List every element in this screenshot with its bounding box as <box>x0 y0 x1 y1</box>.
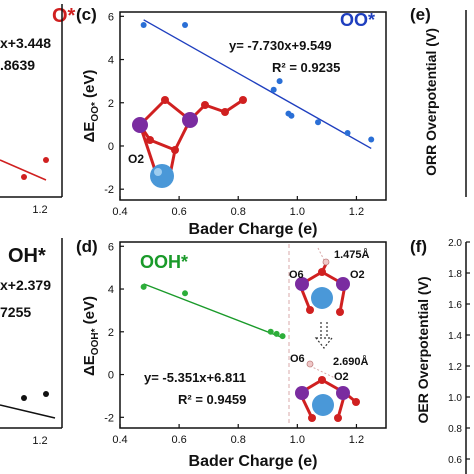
panel-c-fit-line <box>143 19 372 150</box>
panel-d-equation: y= -5.351x+6.811 <box>144 370 246 385</box>
left-top-data-point <box>43 157 49 163</box>
panel-c-y-tick-label: 6 <box>108 11 114 23</box>
panel-c-y-tick-label: 0 <box>108 141 114 153</box>
panel-f-y-tick-label: 1.0 <box>448 393 462 404</box>
panel-d-atom-label: O6 <box>289 269 304 281</box>
left-bottom-r2: 7255 <box>0 304 31 320</box>
left-top-r2: .8639 <box>0 57 35 73</box>
panel-d-y-tick-label: 0 <box>108 370 114 382</box>
panel-d-x-tick-label: 0.4 <box>112 434 127 446</box>
panel-c-marks: 0.4 0.6 0.8 1.0 1.2 -2 0 2 4 6 <box>104 11 375 218</box>
panel-d: (d) 0.4 0.6 0.8 1.0 1.2 -2 0 2 4 6 OOH* y= -5.351… <box>76 237 387 470</box>
left-bottom-data-point <box>21 395 27 401</box>
panel-c-data-point <box>182 21 189 28</box>
panel-f-y-tick-label: 0.8 <box>448 424 462 435</box>
panel-d-y-axis-label: ΔEOOH* (eV) <box>81 296 101 376</box>
panel-c-x-tick-label: 0.8 <box>231 206 246 218</box>
panel-c: (c) O2 0.4 0.6 0.8 1.0 1.2 -2 0 2 4 6 <box>76 5 387 238</box>
panel-d-atom-label: O6 <box>290 353 305 365</box>
left-top-fit-line <box>0 159 47 181</box>
left-bottom-partial-panel: OH* x+2.379 7255 1.2 <box>0 238 63 447</box>
panel-f-letter: (f) <box>410 237 427 256</box>
panel-f-y-tick-label: 0.6 <box>448 455 462 466</box>
panel-c-atom-label: O2 <box>128 152 144 166</box>
panel-c-y-axis-label: ΔEOO* (eV) <box>81 70 101 143</box>
left-bottom-species-label: OH* <box>8 245 46 267</box>
panel-d-data-point <box>182 290 189 297</box>
panel-c-equation: y= -7.730x+9.549 <box>229 38 332 53</box>
panel-c-structure-illustration: O2 <box>128 96 247 188</box>
left-bottom-equation: x+2.379 <box>0 277 51 293</box>
panel-d-upper-structure-illustration: O6 O2 1.475Å <box>289 247 370 316</box>
right-top-partial-panel: (e) ORR Overpotential (V) <box>410 5 467 197</box>
panel-d-plot-frame <box>119 241 387 429</box>
panel-c-x-tick-label: 1.2 <box>349 206 364 218</box>
panel-d-atom-label: O2 <box>334 371 349 383</box>
left-bottom-data-point <box>43 391 49 397</box>
panel-c-letter: (c) <box>76 5 97 24</box>
panel-f-y-tick-label: 2.0 <box>448 238 462 249</box>
panel-c-y-tick-label: 4 <box>108 55 114 67</box>
panel-c-data-point <box>344 130 351 137</box>
left-bottom-tick-label: 1.2 <box>32 435 47 447</box>
panel-c-r2: R² = 0.9235 <box>272 60 340 75</box>
panel-e-y-axis-label: ORR Overpotential (V) <box>423 28 439 176</box>
panel-d-y-tick-label: 6 <box>108 241 114 253</box>
panel-f-y-axis-label: OER Overpotential (V) <box>415 276 431 423</box>
panel-d-data-point <box>273 330 280 337</box>
panel-d-atom-label: O2 <box>350 269 365 281</box>
panel-c-data-point <box>368 136 375 143</box>
panel-f-y-tick-label: 1.4 <box>448 331 462 342</box>
panel-c-x-tick-label: 1.0 <box>290 206 305 218</box>
panel-c-data-point <box>315 119 322 126</box>
panel-f-ticks: 2.0 1.8 1.6 1.4 1.2 1.0 0.8 0.6 <box>448 238 470 466</box>
left-top-data-point <box>21 174 27 180</box>
right-bottom-partial-panel: (f) OER Overpotential (V) 2.0 1.8 1.6 1.4 1.… <box>410 237 470 474</box>
panel-d-x-tick-label: 1.2 <box>349 434 364 446</box>
panel-c-data-point <box>140 21 147 28</box>
panel-d-x-tick-label: 0.6 <box>171 434 186 446</box>
panel-d-y-tick-label: 4 <box>108 284 114 296</box>
panel-c-x-tick-label: 0.6 <box>171 206 186 218</box>
panel-d-data-point <box>279 333 286 340</box>
panel-d-marks: 0.4 0.6 0.8 1.0 1.2 -2 0 2 4 6 <box>104 241 364 446</box>
panel-d-letter: (d) <box>76 237 98 256</box>
left-bottom-fit-line <box>0 404 56 419</box>
panel-f-y-tick-label: 1.2 <box>448 362 462 373</box>
panel-d-y-tick-label: -2 <box>104 412 114 424</box>
left-top-species-label: O* <box>52 5 76 27</box>
panel-d-x-axis-label: Bader Charge (e) <box>189 453 318 470</box>
panel-c-data-point <box>270 86 277 93</box>
left-top-partial-panel: O* x+3.448 .8639 1.2 <box>0 4 76 216</box>
panel-f-y-tick-label: 1.6 <box>448 300 462 311</box>
panel-d-fit-line <box>143 283 283 339</box>
panel-d-species-label: OOH* <box>140 252 188 272</box>
panel-d-data-point <box>267 328 274 335</box>
panel-d-x-tick-label: 1.0 <box>290 434 305 446</box>
panel-d-distance-label: 1.475Å <box>334 248 370 261</box>
left-top-tick-label: 1.2 <box>32 204 47 216</box>
panel-d-transition-arrow <box>314 322 334 349</box>
panel-c-x-axis-label: Bader Charge (e) <box>189 221 318 238</box>
panel-d-y-tick-label: 2 <box>108 327 114 339</box>
panel-c-y-tick-label: -2 <box>104 184 114 196</box>
panel-d-data-point <box>140 283 147 290</box>
panel-d-distance-label: 2.690Å <box>333 355 369 368</box>
panel-f-y-tick-label: 1.8 <box>448 269 462 280</box>
panel-c-plot-frame <box>119 11 387 201</box>
panel-c-data-point <box>276 78 283 85</box>
panel-c-data-point <box>288 112 295 119</box>
panel-e-letter: (e) <box>410 5 431 24</box>
panel-d-r2: R² = 0.9459 <box>178 392 246 407</box>
panel-c-x-tick-label: 0.4 <box>112 206 127 218</box>
panel-d-lower-structure-illustration: O6 O2 2.690Å <box>290 353 369 422</box>
panel-c-species-label: OO* <box>340 10 375 30</box>
left-top-equation: x+3.448 <box>0 35 51 51</box>
panel-d-x-tick-label: 0.8 <box>231 434 246 446</box>
panel-c-y-tick-label: 2 <box>108 98 114 110</box>
